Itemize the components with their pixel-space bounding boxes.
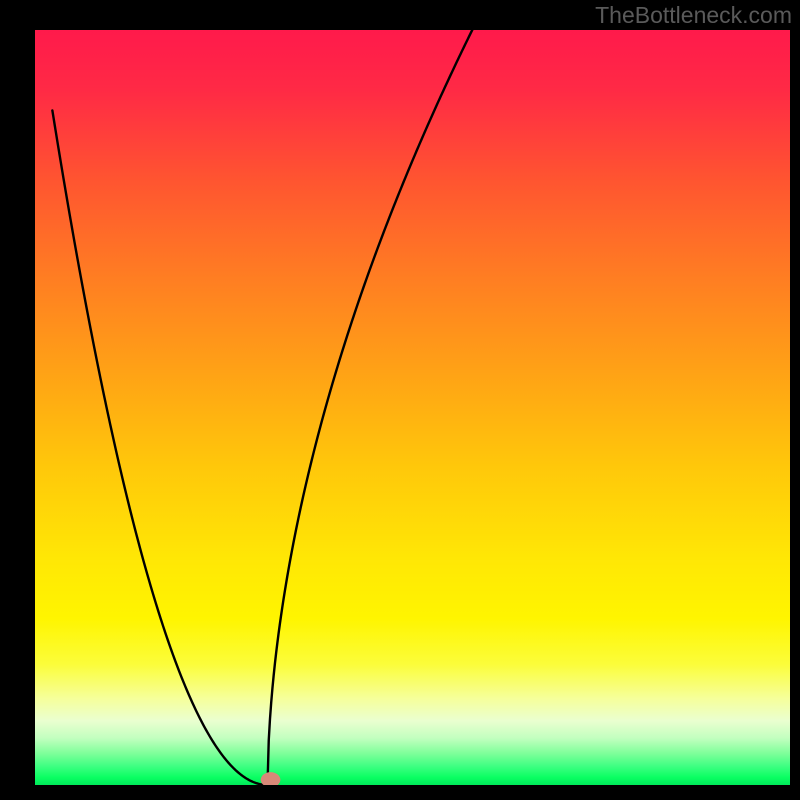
chart-frame: TheBottleneck.com (0, 0, 800, 800)
plot-area (35, 30, 790, 785)
chart-svg (35, 30, 790, 785)
watermark-text: TheBottleneck.com (595, 2, 792, 29)
gradient-background (35, 30, 790, 785)
